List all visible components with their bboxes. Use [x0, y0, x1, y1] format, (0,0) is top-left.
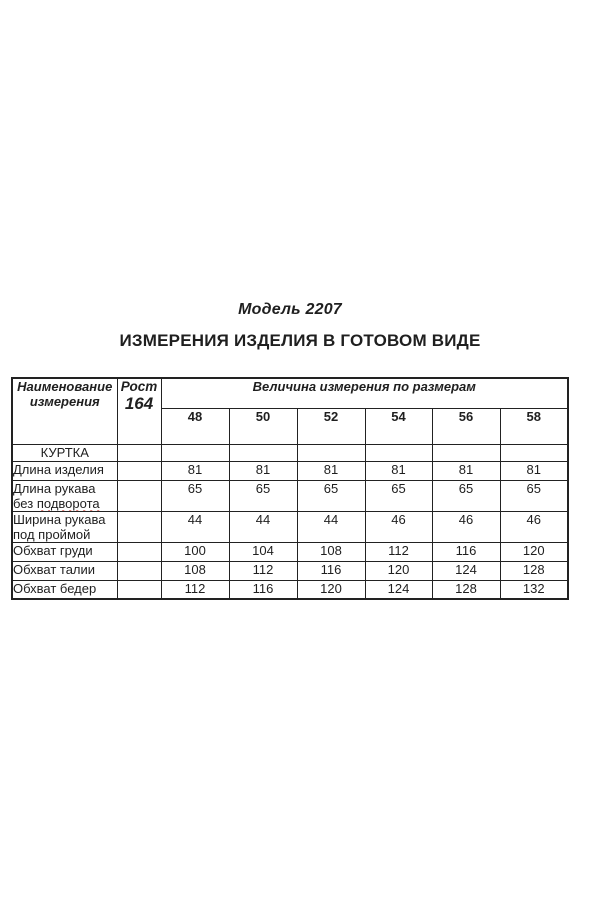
- value-cell: 65: [499, 479, 569, 512]
- value-cell: 132: [499, 579, 569, 600]
- value-cell: 81: [431, 460, 501, 481]
- value-cell: 120: [296, 579, 366, 600]
- row-label: Длина рукава без подворота: [11, 479, 118, 512]
- value-cell: 120: [364, 560, 433, 581]
- row-label-line1: Ширина рукава: [13, 511, 106, 527]
- value-cell: 128: [431, 579, 501, 600]
- value-cell: 44: [296, 510, 366, 543]
- value-cell: 116: [228, 579, 298, 600]
- table-row-sleeve-length: Длина рукава без подворота 65 65 65 65 6…: [11, 479, 569, 512]
- table-row-waist: Обхват талии 108 112 116 120 124 128: [11, 560, 569, 581]
- value-cell: 112: [160, 579, 230, 600]
- value-cell: 65: [431, 479, 501, 512]
- empty-cell: [116, 443, 162, 462]
- value-cell: 124: [431, 560, 501, 581]
- empty-cell: [116, 579, 162, 600]
- empty-cell: [116, 510, 162, 543]
- height-value: 164: [124, 394, 154, 413]
- row-label: Ширина рукава под проймой: [11, 510, 118, 543]
- empty-cell: [116, 560, 162, 581]
- value-cell: 44: [160, 510, 230, 543]
- value-cell: 124: [364, 579, 433, 600]
- value-cell: 81: [364, 460, 433, 481]
- height-column-header: Рост 164: [116, 377, 162, 445]
- empty-cell: [160, 443, 230, 462]
- value-cell: 44: [228, 510, 298, 543]
- value-cell: 65: [160, 479, 230, 512]
- measurements-table: Наименование измерения Рост 164 Величина…: [11, 377, 570, 600]
- value-cell: 65: [228, 479, 298, 512]
- value-cell: 116: [296, 560, 366, 581]
- value-cell: 108: [296, 541, 366, 562]
- empty-cell: [296, 443, 366, 462]
- size-header-56: 56: [431, 407, 501, 445]
- empty-cell: [499, 443, 569, 462]
- row-label-line2-prefix: без: [13, 495, 34, 511]
- value-cell: 46: [431, 510, 501, 543]
- value-cell: 108: [160, 560, 230, 581]
- model-title: Модель 2207: [238, 301, 342, 318]
- table-row-length: Длина изделия 81 81 81 81 81 81: [11, 460, 569, 481]
- empty-cell: [116, 479, 162, 512]
- empty-cell: [116, 460, 162, 481]
- table-row-sleeve-width: Ширина рукава под проймой 44 44 44 46 46…: [11, 510, 569, 543]
- size-header-54: 54: [364, 407, 433, 445]
- size-header-50: 50: [228, 407, 298, 445]
- empty-cell: [228, 443, 298, 462]
- row-label: Длина изделия: [11, 460, 118, 481]
- row-label: Обхват талии: [11, 560, 118, 581]
- value-cell: 120: [499, 541, 569, 562]
- value-cell: 112: [364, 541, 433, 562]
- section-row: КУРТКА: [11, 443, 569, 462]
- row-label-line1: Длина рукава: [13, 480, 96, 496]
- row-label: Обхват бедер: [11, 579, 118, 600]
- value-cell: 81: [296, 460, 366, 481]
- size-header-48: 48: [160, 407, 230, 445]
- sizes-span-header: Величина измерения по размерам: [160, 377, 569, 409]
- empty-cell: [116, 541, 162, 562]
- value-cell: 100: [160, 541, 230, 562]
- value-cell: 46: [499, 510, 569, 543]
- value-cell: 81: [160, 460, 230, 481]
- value-cell: 128: [499, 560, 569, 581]
- table-row-hips: Обхват бедер 112 116 120 124 128 132: [11, 579, 569, 600]
- header-row-top: Наименование измерения Рост 164 Величина…: [11, 377, 569, 445]
- size-header-58: 58: [499, 407, 569, 445]
- table-row-chest: Обхват груди 100 104 108 112 116 120: [11, 541, 569, 562]
- empty-cell: [364, 443, 433, 462]
- row-label: Обхват груди: [11, 541, 118, 562]
- section-label: КУРТКА: [11, 443, 118, 462]
- value-cell: 46: [364, 510, 433, 543]
- page-heading: ИЗМЕРЕНИЯ ИЗДЕЛИЯ В ГОТОВОМ ВИДЕ: [119, 331, 481, 350]
- value-cell: 81: [499, 460, 569, 481]
- value-cell: 65: [364, 479, 433, 512]
- height-label: Рост: [120, 379, 158, 394]
- value-cell: 65: [296, 479, 366, 512]
- empty-cell: [431, 443, 501, 462]
- size-header-52: 52: [296, 407, 366, 445]
- value-cell: 81: [228, 460, 298, 481]
- value-cell: 104: [228, 541, 298, 562]
- misspelled-word: подворота: [36, 495, 100, 511]
- value-cell: 116: [431, 541, 501, 562]
- name-column-header: Наименование измерения: [11, 377, 118, 445]
- value-cell: 112: [228, 560, 298, 581]
- header-row-sizes: 48 50 52 54 56 58: [12, 407, 569, 445]
- row-label-line2: под проймой: [13, 526, 91, 542]
